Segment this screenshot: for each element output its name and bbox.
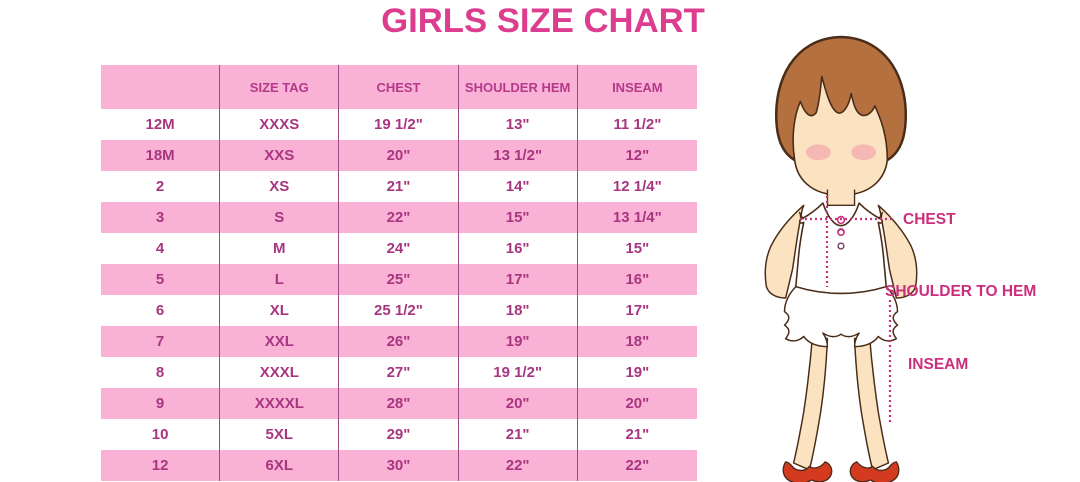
svg-text:CHEST: CHEST: [903, 211, 956, 228]
svg-text:INSEAM: INSEAM: [908, 356, 968, 373]
svg-text:SHOULDER TO HEM: SHOULDER TO HEM: [885, 283, 1036, 300]
